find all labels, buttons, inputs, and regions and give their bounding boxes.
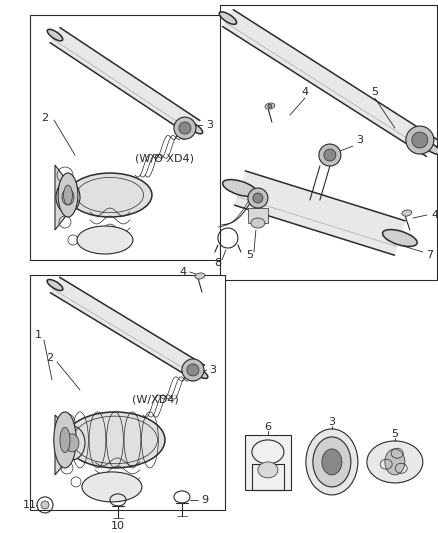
- Text: 6: 6: [265, 422, 272, 432]
- Ellipse shape: [64, 185, 72, 205]
- Text: 3: 3: [328, 417, 336, 427]
- Ellipse shape: [251, 218, 265, 228]
- Ellipse shape: [406, 126, 434, 154]
- Text: 1: 1: [35, 330, 42, 340]
- Ellipse shape: [382, 230, 417, 246]
- Bar: [245, 435, 291, 490]
- Ellipse shape: [47, 29, 63, 41]
- Text: (W/XD4): (W/XD4): [131, 395, 178, 405]
- Ellipse shape: [174, 117, 196, 139]
- Ellipse shape: [313, 437, 351, 487]
- Ellipse shape: [219, 12, 237, 25]
- Ellipse shape: [65, 412, 165, 468]
- Ellipse shape: [82, 472, 142, 502]
- Ellipse shape: [195, 273, 205, 279]
- Ellipse shape: [59, 426, 85, 460]
- Ellipse shape: [65, 434, 79, 452]
- Text: 4: 4: [301, 87, 308, 97]
- Bar: [248, 208, 268, 223]
- Text: 5: 5: [371, 87, 378, 97]
- Ellipse shape: [367, 441, 423, 483]
- Ellipse shape: [265, 103, 275, 109]
- Ellipse shape: [58, 173, 78, 217]
- Text: 3: 3: [357, 135, 364, 145]
- Ellipse shape: [253, 193, 263, 203]
- Polygon shape: [223, 10, 437, 157]
- Text: 3: 3: [209, 365, 216, 375]
- Polygon shape: [234, 171, 405, 255]
- Text: 2: 2: [42, 113, 49, 123]
- Polygon shape: [55, 415, 82, 475]
- Bar: [30, 275, 225, 510]
- Ellipse shape: [322, 449, 342, 475]
- Ellipse shape: [423, 142, 438, 154]
- Polygon shape: [55, 165, 80, 230]
- Ellipse shape: [187, 364, 199, 376]
- Text: 3: 3: [206, 120, 213, 130]
- Ellipse shape: [306, 429, 358, 495]
- Ellipse shape: [68, 173, 152, 217]
- Ellipse shape: [77, 226, 133, 254]
- Bar: [30, 15, 225, 260]
- Ellipse shape: [179, 122, 191, 134]
- Text: 4: 4: [180, 267, 187, 277]
- Ellipse shape: [258, 462, 278, 478]
- Polygon shape: [50, 28, 200, 135]
- Text: 7: 7: [426, 250, 434, 260]
- Text: (W/O XD4): (W/O XD4): [135, 153, 194, 163]
- Text: 2: 2: [46, 353, 53, 363]
- Text: 8: 8: [214, 258, 222, 268]
- Ellipse shape: [41, 501, 49, 509]
- Ellipse shape: [324, 149, 336, 161]
- Polygon shape: [220, 5, 437, 280]
- Text: 5: 5: [392, 429, 398, 439]
- Ellipse shape: [60, 427, 70, 453]
- Ellipse shape: [54, 412, 76, 468]
- Ellipse shape: [182, 359, 204, 381]
- Ellipse shape: [223, 180, 257, 197]
- Text: 4: 4: [431, 210, 438, 220]
- Text: 9: 9: [201, 495, 208, 505]
- Text: 5: 5: [247, 250, 254, 260]
- Ellipse shape: [402, 210, 412, 216]
- Ellipse shape: [47, 279, 63, 290]
- Ellipse shape: [385, 449, 405, 475]
- Ellipse shape: [56, 181, 80, 213]
- Ellipse shape: [62, 189, 74, 205]
- Text: 11: 11: [23, 500, 37, 510]
- Ellipse shape: [187, 122, 203, 134]
- Ellipse shape: [248, 188, 268, 208]
- Ellipse shape: [319, 144, 341, 166]
- Ellipse shape: [268, 104, 272, 108]
- Ellipse shape: [192, 367, 208, 378]
- Polygon shape: [50, 277, 205, 381]
- Ellipse shape: [412, 132, 428, 148]
- Text: 10: 10: [111, 521, 125, 531]
